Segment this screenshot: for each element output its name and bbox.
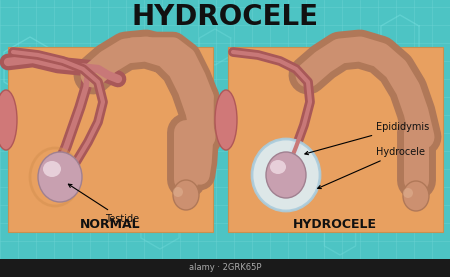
Ellipse shape: [173, 187, 183, 197]
Ellipse shape: [0, 90, 17, 150]
Bar: [0, 259, 450, 277]
Bar: [228, 47, 443, 232]
Text: HYDROCELE: HYDROCELE: [131, 3, 319, 31]
Ellipse shape: [173, 180, 199, 210]
Ellipse shape: [215, 90, 237, 150]
Text: NORMAL: NORMAL: [80, 217, 140, 230]
Text: HYDROCELE: HYDROCELE: [293, 217, 377, 230]
Ellipse shape: [403, 188, 413, 198]
Bar: [8, 47, 213, 232]
Text: Hydrocele: Hydrocele: [318, 147, 425, 189]
Ellipse shape: [270, 160, 286, 174]
Text: Testide: Testide: [68, 184, 139, 224]
Ellipse shape: [266, 152, 306, 198]
Ellipse shape: [38, 152, 82, 202]
Ellipse shape: [403, 181, 429, 211]
Ellipse shape: [252, 139, 320, 211]
Ellipse shape: [43, 161, 61, 177]
Text: Epididymis: Epididymis: [305, 122, 429, 155]
Text: alamy · 2GRK65P: alamy · 2GRK65P: [189, 263, 261, 273]
